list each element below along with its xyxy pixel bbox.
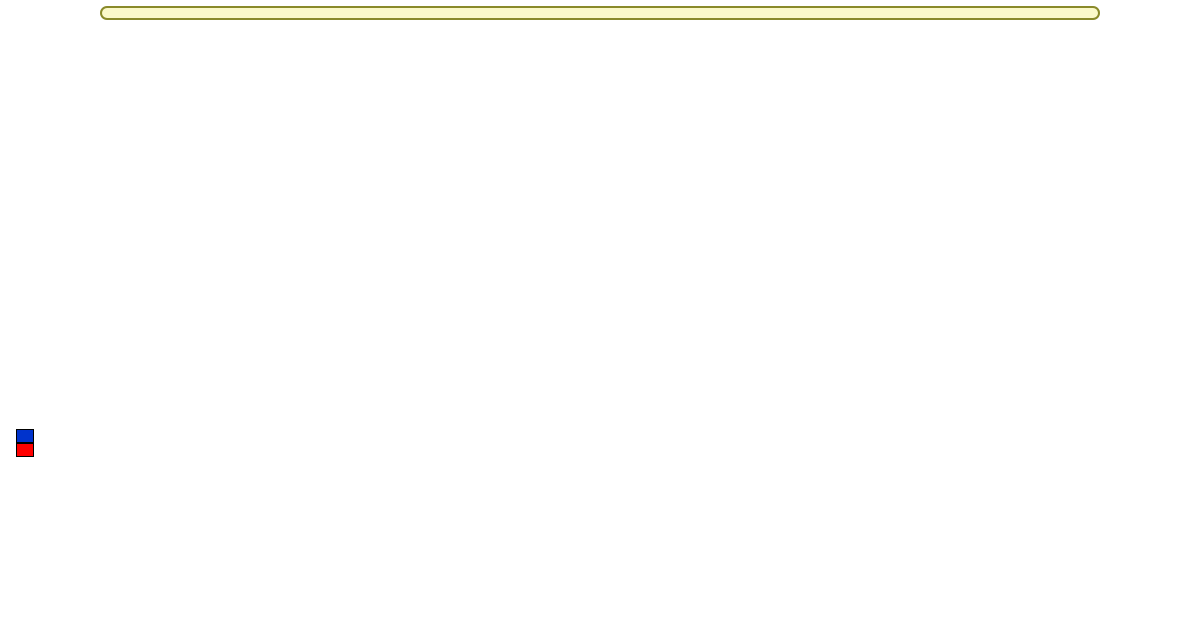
header-box bbox=[100, 6, 1100, 20]
pie-age-wrap bbox=[362, 24, 512, 164]
mace-chart bbox=[336, 171, 796, 471]
risk-factors-wrap bbox=[518, 24, 1190, 169]
legend-male bbox=[16, 428, 328, 443]
pie-ethnicity bbox=[40, 24, 200, 164]
sex-mace-chart bbox=[804, 171, 1184, 471]
legend-female bbox=[16, 443, 328, 457]
pie-ethnicity-wrap bbox=[40, 24, 200, 164]
risk-bars bbox=[518, 24, 1078, 164]
saq-chart bbox=[8, 171, 328, 423]
pie-age bbox=[362, 24, 512, 164]
pie-sex-wrap bbox=[206, 24, 356, 164]
pie-sex bbox=[206, 24, 356, 164]
panel-A-row bbox=[10, 24, 1190, 169]
